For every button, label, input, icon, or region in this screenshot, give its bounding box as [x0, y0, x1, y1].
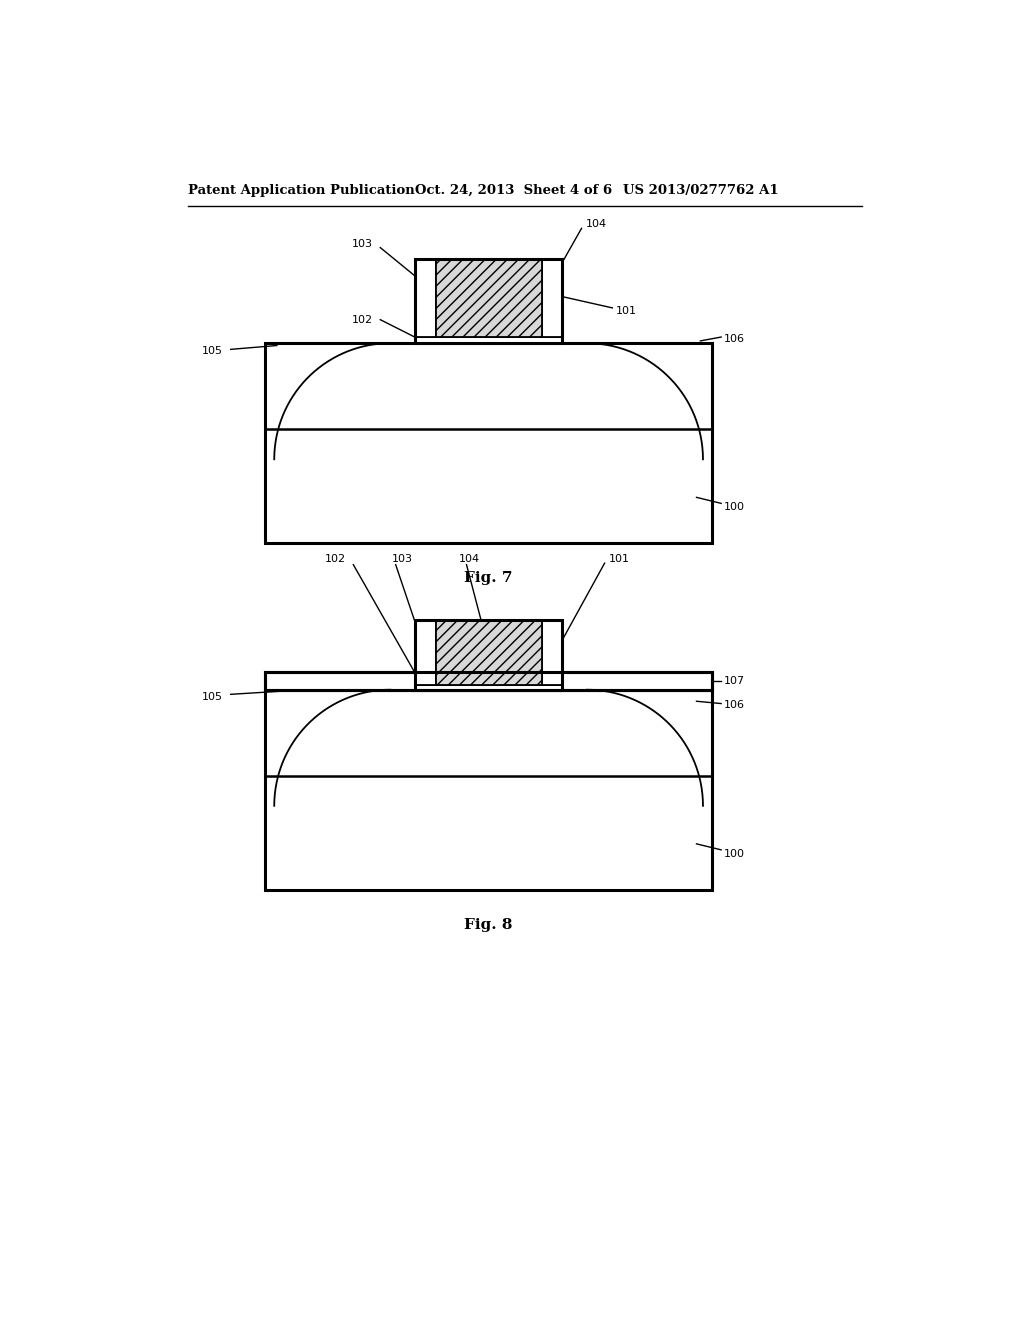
Bar: [415, 619, 562, 689]
Text: Fig. 7: Fig. 7: [464, 572, 513, 585]
Bar: [415, 338, 562, 343]
Bar: [265, 689, 712, 890]
Text: 102: 102: [325, 554, 346, 564]
Bar: [265, 672, 712, 689]
Bar: [415, 259, 562, 343]
Text: 100: 100: [724, 849, 744, 859]
Bar: [435, 619, 542, 685]
Text: 101: 101: [608, 554, 630, 564]
Bar: [265, 672, 712, 689]
Bar: [542, 259, 562, 338]
Text: 103: 103: [392, 554, 413, 564]
Text: Oct. 24, 2013  Sheet 4 of 6: Oct. 24, 2013 Sheet 4 of 6: [416, 185, 612, 197]
Bar: [265, 343, 712, 544]
Bar: [415, 685, 562, 689]
Text: Patent Application Publication: Patent Application Publication: [188, 185, 415, 197]
Bar: [435, 259, 542, 338]
Text: 101: 101: [616, 306, 637, 317]
Text: 100: 100: [724, 503, 744, 512]
Text: 107: 107: [724, 676, 744, 685]
Text: 106: 106: [724, 700, 744, 710]
Bar: [415, 259, 435, 338]
Text: 105: 105: [202, 693, 223, 702]
Text: 102: 102: [351, 314, 373, 325]
Bar: [415, 619, 435, 685]
Bar: [542, 619, 562, 685]
Text: US 2013/0277762 A1: US 2013/0277762 A1: [624, 185, 779, 197]
Text: 104: 104: [459, 554, 480, 564]
Text: Fig. 8: Fig. 8: [464, 917, 513, 932]
Text: 104: 104: [586, 219, 606, 230]
Text: 103: 103: [351, 239, 373, 248]
Text: 106: 106: [724, 334, 744, 345]
Text: 105: 105: [202, 346, 223, 356]
